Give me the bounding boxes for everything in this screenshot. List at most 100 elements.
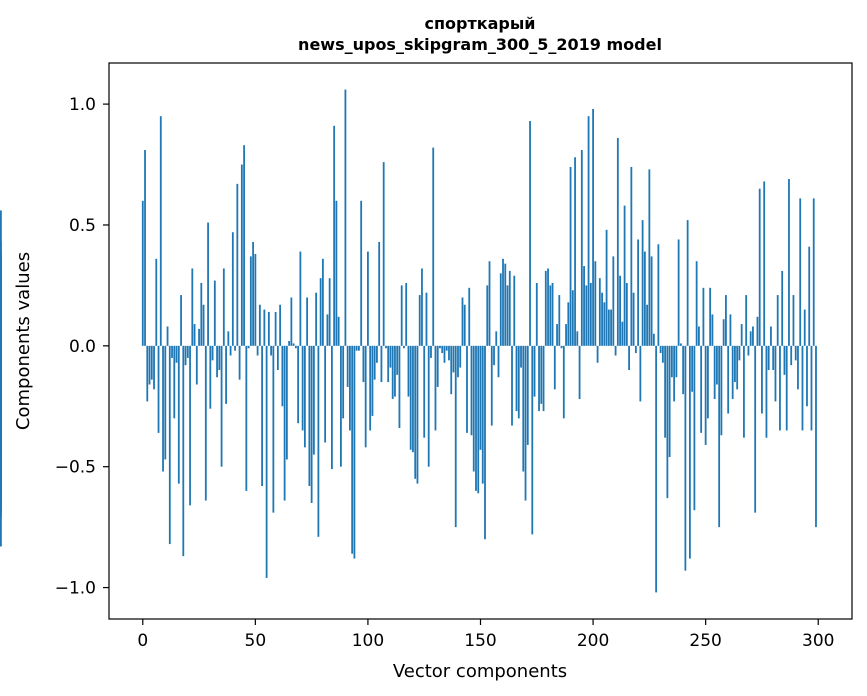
bar [355,345,358,351]
bar [736,345,739,390]
bar [661,345,664,363]
bar [382,162,385,346]
bar [459,345,462,368]
bar [803,309,806,346]
bar [148,345,151,385]
bar [538,345,540,412]
bar [146,345,149,402]
bar [279,304,282,346]
bar [511,345,513,426]
y-tick-label: 0.5 [69,216,96,236]
bar [725,295,727,346]
bar [189,345,191,506]
bar [540,345,543,404]
bar [524,345,527,501]
bar [150,345,153,380]
bar [585,285,588,346]
y-tick-label: −1.0 [55,579,96,599]
bar [677,239,680,346]
bar [387,345,390,383]
bar [513,275,516,346]
bar [218,345,221,370]
bar [808,246,811,346]
bar [522,345,525,472]
bar [666,345,669,499]
bar [297,345,300,424]
bar [337,316,340,346]
bar [810,345,813,431]
bar [641,220,644,346]
bar [722,319,725,346]
bar [734,345,736,383]
bar [155,258,158,346]
bar [193,324,196,346]
bar [806,345,808,407]
bar [695,261,698,346]
bar [542,345,545,412]
bar [457,345,459,378]
bar [752,326,754,346]
bar [285,345,288,460]
bar [790,345,793,366]
bar [267,311,270,346]
bar [729,314,732,346]
bar [709,287,712,346]
bar [292,343,295,346]
bar [691,345,694,392]
bar [592,108,594,346]
bar [425,292,428,346]
bar [211,345,214,361]
bar [270,345,273,356]
bar [774,345,777,402]
bar [200,282,203,346]
bar [743,345,745,438]
bar [367,251,369,346]
bar [531,345,534,535]
bar [144,150,146,346]
bar [394,345,396,397]
bar [551,282,554,346]
bar [630,166,633,346]
bar [625,282,628,346]
bar [569,166,572,346]
bar [652,333,655,346]
bar [776,295,779,346]
bar [589,282,592,346]
x-tick-label: 250 [689,631,721,651]
bar [407,345,410,397]
bar [612,256,615,346]
bar [0,341,2,346]
bar [598,278,601,346]
bar [621,321,624,346]
bar [632,292,635,346]
bar [493,345,495,366]
bar [443,345,446,363]
bar [740,324,743,346]
bar [637,239,640,346]
bar [427,345,430,467]
bar [479,345,482,450]
y-tick-label: 0.0 [69,337,96,357]
bar [490,345,493,426]
bar [472,345,475,472]
bar [261,345,263,487]
bar [517,345,520,419]
chart-subtitle: news_upos_skipgram_300_5_2019 model [298,35,662,54]
bar [686,220,689,346]
bar [195,345,198,385]
bar [567,302,570,346]
bar [815,345,817,528]
bar [461,297,464,346]
bar [376,345,378,363]
bar [364,345,367,448]
bar [162,345,164,472]
y-tick-label: 1.0 [69,95,96,115]
bar [643,251,646,346]
bar [758,188,761,346]
bar [373,345,376,380]
bar [306,297,309,346]
bar [243,145,245,346]
bar [360,200,363,346]
bar [704,345,707,445]
bar [441,345,444,354]
